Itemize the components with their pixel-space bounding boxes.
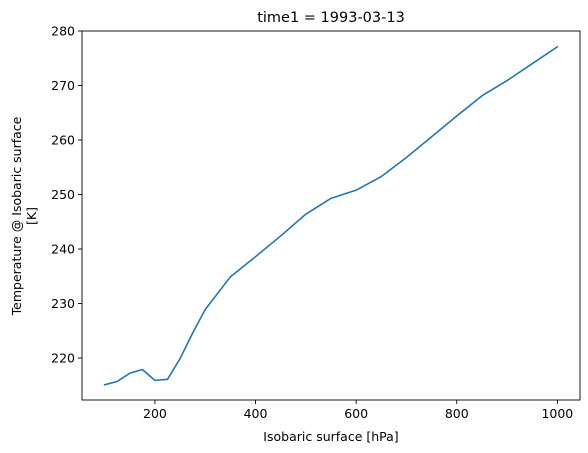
y-tick-label-240: 240 xyxy=(51,242,75,257)
y-tick-label-280: 280 xyxy=(51,24,75,39)
x-axis-label: Isobaric surface [hPa] xyxy=(263,429,398,444)
y-axis-label-line-2: [K] xyxy=(24,207,39,225)
series-line-0 xyxy=(103,45,559,386)
plot-area: 200 400 600 800 1000 220 230 240 250 260 270 280 xyxy=(51,24,581,421)
y-tick-label-260: 260 xyxy=(51,133,75,148)
y-tick-label-230: 230 xyxy=(51,296,75,311)
chart-title: time1 = 1993-03-13 xyxy=(257,10,405,26)
y-tick-label-250: 250 xyxy=(51,187,75,202)
y-tick-label-270: 270 xyxy=(51,78,75,93)
y-tick-label-220: 220 xyxy=(51,351,75,366)
x-tick-label-600: 600 xyxy=(344,406,368,421)
x-tick-label-400: 400 xyxy=(244,406,268,421)
x-tick-label-800: 800 xyxy=(445,406,469,421)
axes-frame xyxy=(81,30,581,401)
y-axis-label-line-1: Temperature @ Isobaric surface xyxy=(9,116,24,316)
x-tick-label-200: 200 xyxy=(143,406,167,421)
x-tick-label-1000: 1000 xyxy=(541,406,573,421)
